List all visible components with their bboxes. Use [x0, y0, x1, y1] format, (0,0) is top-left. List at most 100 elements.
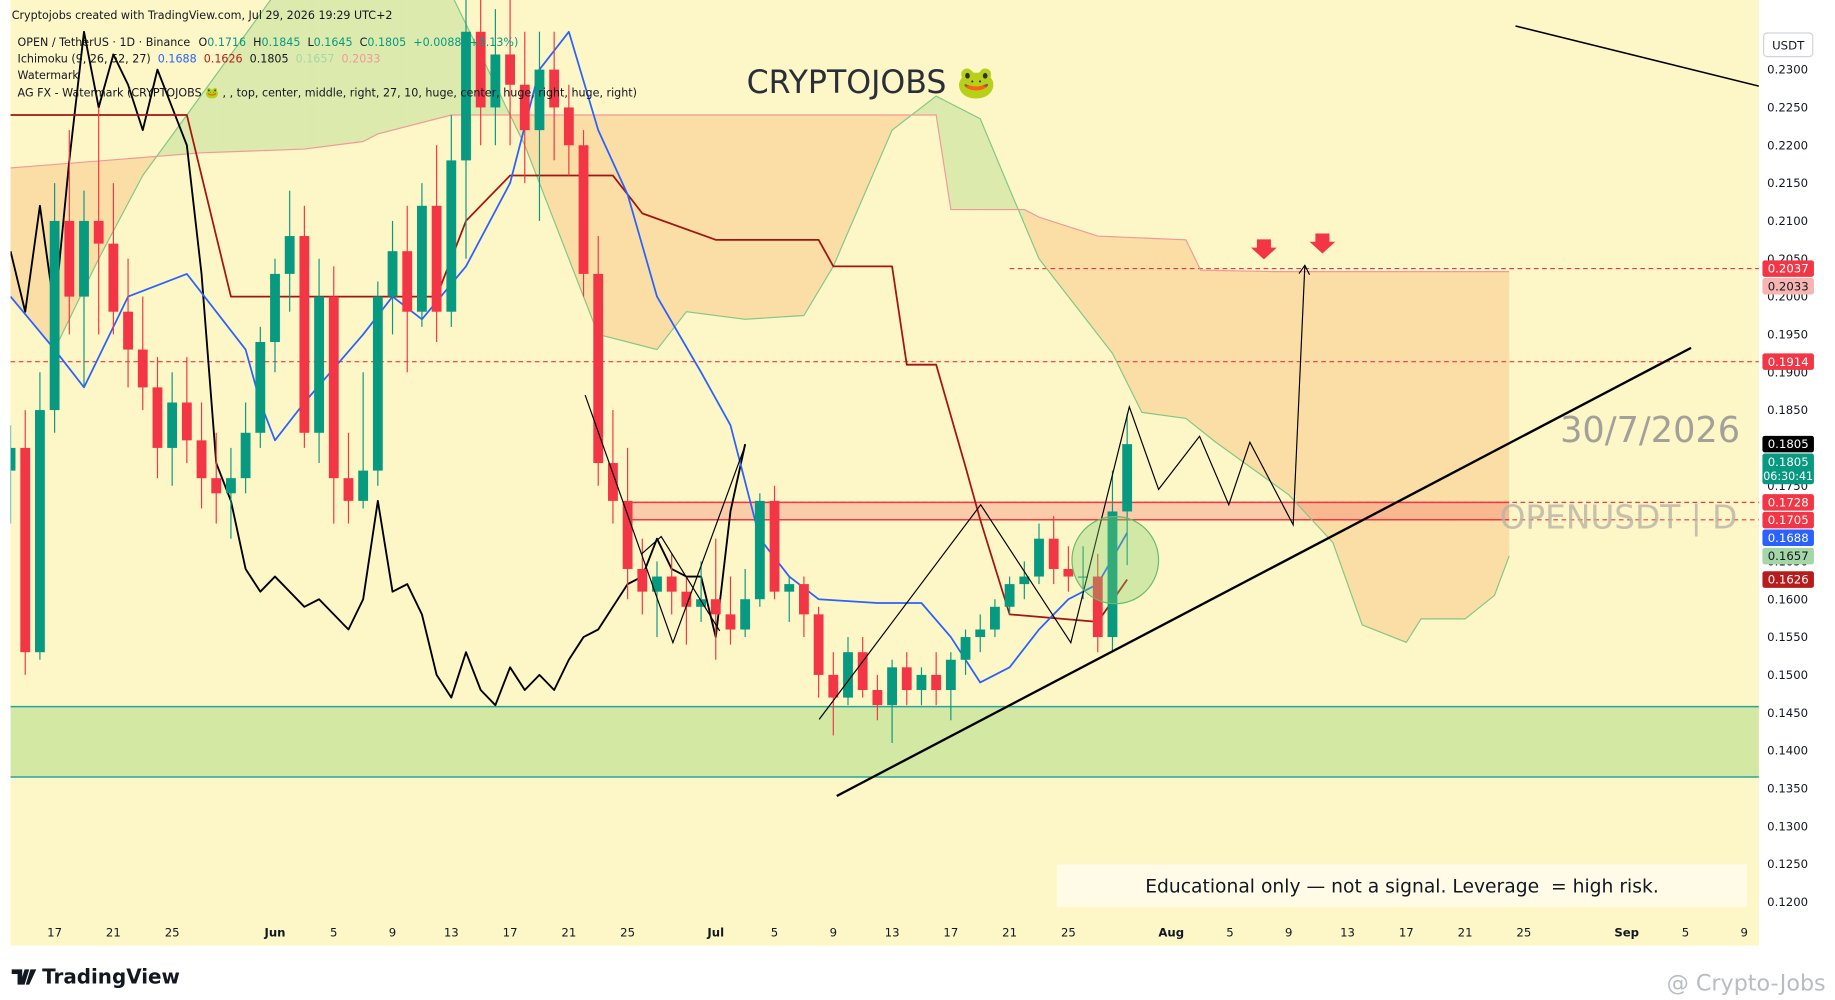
candle-body — [343, 478, 354, 501]
cloud-fill — [230, 34, 246, 152]
ohlc-value: 0.1645 — [314, 36, 353, 49]
candle-body — [270, 273, 280, 342]
candle-body — [475, 31, 486, 108]
cloud-fill — [1274, 271, 1289, 495]
x-tick-label: Aug — [1158, 925, 1184, 939]
candle-body — [769, 500, 780, 592]
candle-body — [637, 568, 648, 592]
candle-body — [505, 54, 515, 85]
cloud-fill — [10, 166, 26, 315]
cloud-fill — [848, 115, 863, 233]
price-label: 0.1914 — [1768, 355, 1809, 369]
candle-body — [240, 432, 251, 479]
cloud-fill — [1318, 271, 1333, 543]
cloud-fill — [1362, 271, 1377, 631]
cloud-fill — [745, 115, 760, 320]
y-tick-label: 0.1300 — [1767, 819, 1808, 833]
cloud-fill — [1479, 271, 1495, 608]
candle-body — [49, 220, 60, 411]
cloud-fill — [612, 115, 628, 342]
price-label-box — [1762, 529, 1814, 547]
candle-body — [1092, 576, 1103, 638]
candle-body — [666, 576, 677, 592]
cloud-fill — [1494, 271, 1510, 596]
change: +0.0088 (+5.13%) — [413, 36, 518, 49]
x-tick-label: 9 — [1741, 925, 1748, 939]
projection-path — [640, 535, 721, 632]
price-label: 0.1705 — [1768, 513, 1809, 527]
cloud-fill — [363, 0, 378, 142]
x-tick-label: 5 — [771, 925, 778, 939]
footer-credit: @ Crypto-Jobs — [1667, 970, 1826, 996]
cloud-fill — [274, 0, 290, 151]
price-label: 0.2033 — [1768, 279, 1809, 293]
candle-body — [828, 674, 839, 698]
candle-body — [652, 576, 662, 592]
currency-box — [1763, 32, 1814, 58]
cloud-fill — [627, 115, 643, 346]
candle-body — [725, 614, 736, 630]
candle-body — [578, 145, 589, 274]
y-tick-label: 0.2200 — [1767, 138, 1808, 152]
cloud-fill — [1465, 271, 1480, 619]
candle-body — [622, 500, 633, 569]
y-tick-label: 0.2150 — [1767, 176, 1808, 190]
cloud-fill — [407, 0, 422, 127]
candle-body — [1019, 576, 1030, 585]
candle-body — [35, 410, 45, 653]
ohlc-key: L — [307, 36, 314, 49]
candle-body — [710, 599, 721, 615]
price-label: 0.1728 — [1768, 495, 1809, 509]
cloud-fill — [216, 54, 231, 153]
ichimoku-value: 0.1657 — [296, 52, 335, 65]
price-label-box — [1762, 453, 1814, 485]
logo-text: TradingView — [42, 964, 180, 988]
cloud-fill — [1376, 271, 1392, 637]
candle-body — [417, 205, 427, 312]
cloud-fill — [1156, 238, 1172, 417]
cloud-fill — [833, 115, 849, 267]
price-label-box — [1762, 511, 1814, 529]
cloud-fill — [1435, 271, 1451, 619]
y-tick-label: 0.1600 — [1767, 592, 1808, 606]
candle-body — [152, 387, 163, 448]
cloud-fill — [128, 157, 143, 204]
candle-body — [64, 220, 75, 297]
y-tick-label: 0.2250 — [1767, 101, 1808, 115]
cloud-fill — [730, 115, 746, 320]
cloud-fill — [554, 115, 569, 259]
candle-body — [446, 160, 457, 312]
zone — [10, 706, 1759, 778]
cloud-fill — [377, 0, 393, 134]
cloud-fill — [1185, 239, 1201, 431]
y-tick-label: 0.1850 — [1767, 403, 1808, 417]
y-tick-label: 0.1350 — [1767, 781, 1808, 795]
cloud-fill — [818, 115, 834, 291]
cloud-fill — [1097, 236, 1113, 354]
ohlc-key: H — [253, 36, 261, 49]
candle-body — [402, 251, 413, 312]
cloud-fill — [201, 74, 217, 153]
cloud-fill — [980, 118, 995, 210]
cloud-fill — [436, 0, 452, 119]
candle-body — [549, 69, 560, 108]
ichimoku-label: Ichimoku (9, 26, 52, 27) — [18, 52, 151, 65]
drawings — [584, 25, 1759, 798]
ichimoku-legend: Ichimoku (9, 26, 52, 27) 0.1688 0.1626 0… — [18, 52, 381, 65]
cloud-fill — [289, 0, 305, 150]
cloud-fill — [1141, 237, 1157, 415]
cloud-fill — [186, 94, 202, 154]
candle-body — [358, 470, 369, 501]
candle-body — [1122, 444, 1133, 512]
candle-body — [387, 251, 398, 297]
candle-body — [1004, 584, 1015, 607]
candle-body — [872, 690, 883, 706]
trend-line — [836, 346, 1692, 798]
cloud-fill — [862, 115, 878, 199]
cloud-fill — [1347, 271, 1363, 625]
candle-body — [93, 220, 104, 244]
ohlc-value: 0.1805 — [367, 36, 406, 49]
price-label: 0.1805 — [1768, 455, 1809, 469]
candle-body — [901, 667, 912, 691]
